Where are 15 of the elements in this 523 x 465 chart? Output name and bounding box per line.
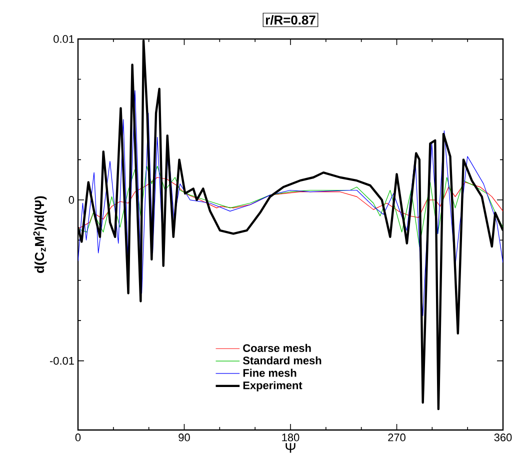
x-axis-title: Ψ [286,443,296,453]
legend-label: Coarse mesh [243,344,311,352]
x-tick-label: 360 [494,434,512,442]
y-tick-label: 0 [68,196,74,204]
x-tick-label: 90 [178,434,190,442]
chart-title: r/R=0.87 [266,15,316,25]
legend-label: Experiment [243,381,302,392]
y-axis-title: d(C$_{z}$M$^{2}$)/d(Ψ) [33,196,47,273]
y-tick-label: 0.01 [54,35,74,43]
x-tick-label: 180 [282,434,300,442]
legend-label: Standard mesh [242,356,322,364]
legend-label: Fine mesh [243,368,296,377]
x-tick-label: 0 [75,434,81,442]
y-tick-label: -0.01 [50,356,74,365]
x-tick-label: 270 [388,434,406,442]
